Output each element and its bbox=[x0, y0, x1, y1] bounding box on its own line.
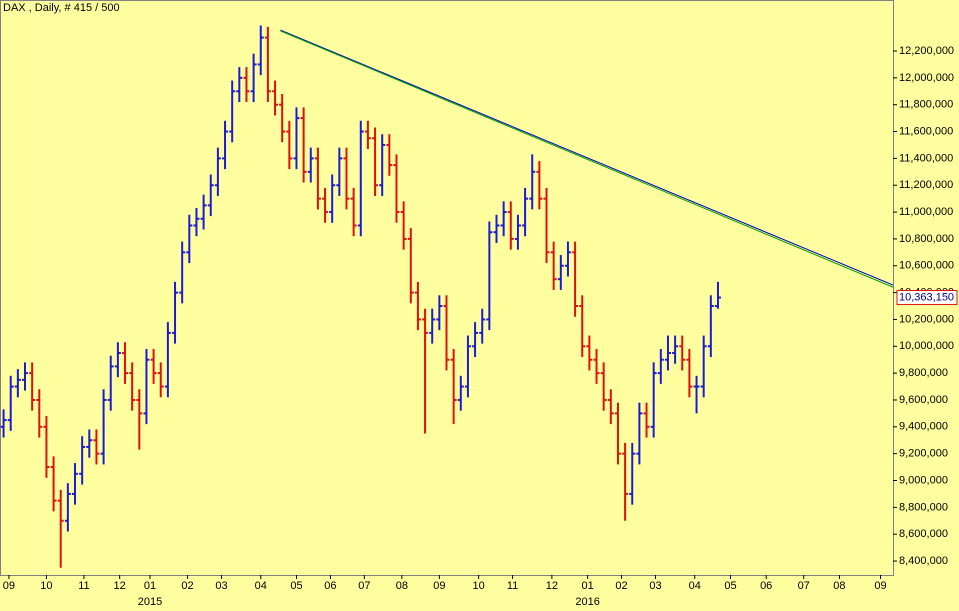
y-tick-label: 9,800,000 bbox=[899, 367, 948, 379]
x-tick-label: 09 bbox=[433, 580, 445, 592]
x-tick-label: 10 bbox=[40, 580, 52, 592]
y-tick-label: 10,000,000 bbox=[899, 340, 954, 352]
x-tick-label: 04 bbox=[255, 580, 267, 592]
x-tick-label: 08 bbox=[833, 580, 845, 592]
last-price-label: 10,363,150 bbox=[899, 291, 954, 303]
trendline bbox=[280, 30, 894, 288]
x-tick-label: 06 bbox=[324, 580, 336, 592]
chart-title: DAX , Daily, # 415 / 500 bbox=[3, 2, 120, 14]
x-tick-label: 07 bbox=[798, 580, 810, 592]
year-label: 2016 bbox=[575, 596, 599, 608]
y-tick-label: 11,000,000 bbox=[899, 206, 953, 218]
y-tick-label: 11,400,000 bbox=[899, 152, 953, 164]
x-tick-label: 02 bbox=[181, 580, 193, 592]
x-tick-label: 05 bbox=[724, 580, 736, 592]
y-tick-label: 9,000,000 bbox=[899, 474, 948, 486]
x-tick-label: 03 bbox=[215, 580, 227, 592]
y-tick-label: 9,600,000 bbox=[899, 394, 948, 406]
x-tick-label: 09 bbox=[3, 580, 15, 592]
y-tick-label: 11,200,000 bbox=[899, 179, 953, 191]
y-tick-label: 10,800,000 bbox=[899, 233, 954, 245]
trendline bbox=[280, 29, 894, 286]
y-tick-label: 11,800,000 bbox=[899, 99, 953, 111]
y-tick-label: 10,200,000 bbox=[899, 313, 954, 325]
x-tick-label: 09 bbox=[874, 580, 886, 592]
x-tick-label: 12 bbox=[546, 580, 558, 592]
y-tick-label: 11,600,000 bbox=[899, 125, 953, 137]
x-tick-label: 04 bbox=[689, 580, 701, 592]
x-tick-label: 08 bbox=[396, 580, 408, 592]
y-tick-label: 8,600,000 bbox=[899, 528, 948, 540]
y-tick-label: 8,400,000 bbox=[899, 555, 948, 567]
x-tick-label: 01 bbox=[581, 580, 593, 592]
x-tick-label: 06 bbox=[760, 580, 772, 592]
y-tick-label: 9,400,000 bbox=[899, 421, 948, 433]
x-tick-label: 05 bbox=[290, 580, 302, 592]
x-tick-label: 11 bbox=[507, 580, 518, 592]
y-tick-label: 10,600,000 bbox=[899, 260, 954, 272]
plot-frame bbox=[0, 0, 894, 576]
y-tick-label: 12,200,000 bbox=[899, 45, 954, 57]
x-tick-label: 07 bbox=[358, 580, 370, 592]
x-tick-label: 12 bbox=[114, 580, 126, 592]
year-label: 2015 bbox=[138, 596, 162, 608]
y-tick-label: 8,800,000 bbox=[899, 501, 948, 513]
x-tick-label: 01 bbox=[144, 580, 156, 592]
x-tick-label: 10 bbox=[473, 580, 485, 592]
x-tick-label: 11 bbox=[78, 580, 89, 592]
x-tick-label: 03 bbox=[649, 580, 661, 592]
x-tick-label: 02 bbox=[615, 580, 627, 592]
y-tick-label: 12,000,000 bbox=[899, 72, 954, 84]
last-price-box bbox=[896, 290, 958, 306]
y-tick-label: 9,200,000 bbox=[899, 448, 948, 460]
